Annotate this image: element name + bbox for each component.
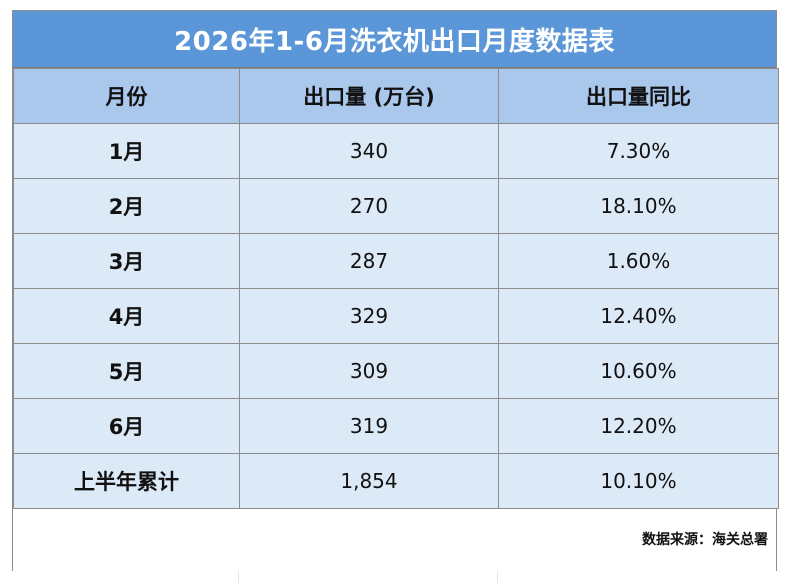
row-yoy-cell: 1.60% bbox=[498, 233, 779, 289]
row-yoy-cell: 18.10% bbox=[498, 178, 779, 234]
row-yoy-cell: 12.40% bbox=[498, 288, 779, 344]
row-volume-cell: 340 bbox=[239, 123, 499, 179]
header-row: 月份 出口量 (万台) 出口量同比 bbox=[13, 68, 779, 124]
table-row: 3月 287 1.60% bbox=[13, 233, 779, 289]
row-month-cell: 5月 bbox=[13, 343, 240, 399]
total-volume-cell: 1,854 bbox=[239, 453, 499, 509]
table-row: 1月 340 7.30% bbox=[13, 123, 779, 179]
row-yoy-cell: 12.20% bbox=[498, 398, 779, 454]
row-yoy-cell: 10.60% bbox=[498, 343, 779, 399]
source-note: 数据来源：海关总署 bbox=[642, 532, 768, 548]
row-volume-cell: 329 bbox=[239, 288, 499, 344]
row-volume-cell: 270 bbox=[239, 178, 499, 234]
header-export-yoy: 出口量同比 bbox=[498, 68, 779, 124]
header-month: 月份 bbox=[13, 68, 240, 124]
row-volume-cell: 287 bbox=[239, 233, 499, 289]
total-label-cell: 上半年累计 bbox=[13, 453, 240, 509]
header-export-volume: 出口量 (万台) bbox=[239, 68, 499, 124]
table-row: 5月 309 10.60% bbox=[13, 343, 779, 399]
data-table-sheet: 2026年1-6月洗衣机出口月度数据表 月份 出口量 (万台) 出口量同比 1月… bbox=[12, 10, 779, 572]
table-row: 2月 270 18.10% bbox=[13, 178, 779, 234]
source-footer: 数据来源：海关总署 bbox=[13, 516, 776, 572]
row-month-cell: 4月 bbox=[13, 288, 240, 344]
table-row: 6月 319 12.20% bbox=[13, 398, 779, 454]
total-yoy-cell: 10.10% bbox=[498, 453, 779, 509]
row-yoy-cell: 7.30% bbox=[498, 123, 779, 179]
sheet-gridline bbox=[497, 571, 498, 583]
row-month-cell: 2月 bbox=[13, 178, 240, 234]
row-volume-cell: 309 bbox=[239, 343, 499, 399]
table-title: 2026年1-6月洗衣机出口月度数据表 bbox=[13, 11, 776, 68]
row-month-cell: 1月 bbox=[13, 123, 240, 179]
export-data-table: 月份 出口量 (万台) 出口量同比 1月 340 7.30% 2月 270 18… bbox=[13, 68, 779, 509]
row-month-cell: 6月 bbox=[13, 398, 240, 454]
row-volume-cell: 319 bbox=[239, 398, 499, 454]
table-row: 4月 329 12.40% bbox=[13, 288, 779, 344]
row-month-cell: 3月 bbox=[13, 233, 240, 289]
sheet-gridline bbox=[238, 571, 239, 583]
total-row: 上半年累计 1,854 10.10% bbox=[13, 453, 779, 509]
